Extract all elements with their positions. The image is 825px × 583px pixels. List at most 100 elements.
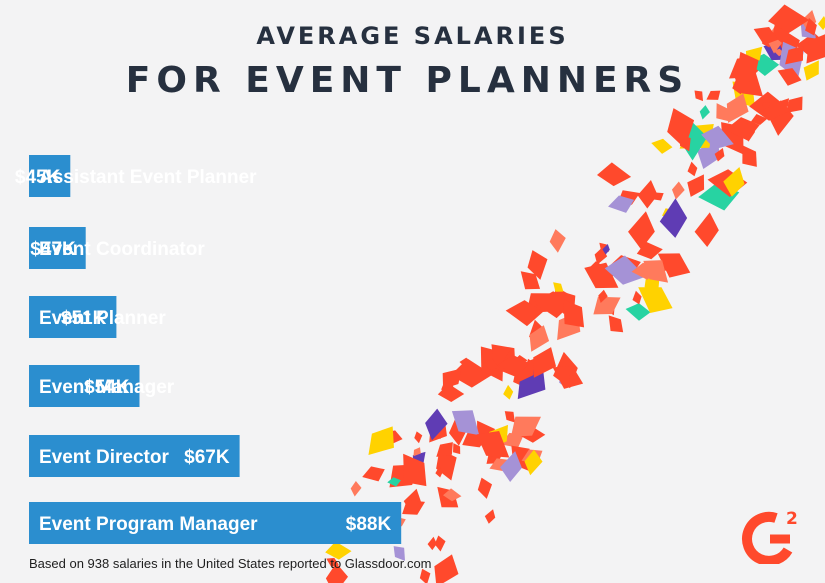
confetti-piece: [779, 98, 790, 110]
confetti-piece: [737, 51, 759, 85]
confetti-piece: [602, 243, 610, 255]
confetti-piece: [413, 447, 421, 457]
confetti-piece: [325, 541, 352, 560]
confetti-piece: [425, 408, 448, 441]
confetti-piece: [584, 262, 619, 289]
confetti-piece: [741, 121, 756, 142]
confetti-piece: [437, 486, 459, 508]
confetti-piece: [637, 179, 658, 209]
confetti-piece: [504, 411, 515, 423]
g2-logo: 2: [742, 509, 798, 564]
confetti-piece: [714, 147, 725, 162]
confetti-piece: [476, 431, 510, 458]
confetti-piece: [437, 383, 465, 403]
confetti-piece: [419, 568, 431, 583]
confetti-piece: [687, 161, 698, 177]
confetti-piece: [350, 481, 362, 497]
bar: [29, 435, 240, 477]
confetti-piece: [549, 229, 566, 253]
bar: [29, 365, 140, 407]
confetti-piece: [742, 145, 757, 167]
confetti-piece: [608, 195, 635, 213]
confetti-piece: [533, 291, 573, 319]
confetti-piece: [453, 443, 461, 455]
confetti-piece: [643, 260, 669, 283]
confetti-piece: [777, 68, 802, 86]
source-footnote: Based on 938 salaries in the United Stat…: [29, 556, 432, 571]
confetti-piece: [651, 192, 664, 201]
confetti-piece: [749, 91, 791, 121]
chart-title-line2: FOR EVENT PLANNERS: [125, 60, 690, 101]
confetti-piece: [436, 442, 453, 457]
confetti-piece: [484, 509, 496, 524]
confetti-piece: [500, 451, 522, 482]
confetti-piece: [442, 368, 462, 389]
confetti-piece: [753, 26, 779, 45]
bar-category-label: Assistant Event Planner: [39, 167, 257, 188]
confetti-decoration: [325, 4, 825, 583]
confetti-piece: [436, 449, 457, 481]
confetti-piece: [450, 358, 493, 388]
confetti-piece: [451, 410, 480, 436]
confetti-piece: [805, 17, 817, 36]
confetti-piece: [732, 69, 763, 97]
bar: [29, 502, 402, 544]
confetti-piece: [761, 102, 771, 110]
confetti-piece: [503, 384, 514, 400]
confetti-piece: [393, 546, 406, 561]
confetti-piece: [434, 535, 446, 552]
bar-category-label: Event Director: [39, 447, 169, 468]
confetti-piece: [362, 466, 385, 482]
confetti-piece: [569, 374, 577, 385]
bar-category-label: Event Manager: [39, 377, 175, 398]
confetti-piece: [659, 198, 688, 238]
confetti-piece: [785, 45, 804, 65]
confetti-piece: [628, 211, 655, 250]
bar-value-label: $45K: [15, 167, 61, 188]
confetti-piece: [638, 287, 673, 314]
confetti-piece: [387, 477, 401, 487]
confetti-piece: [694, 212, 719, 248]
confetti-piece: [326, 557, 339, 568]
confetti-piece: [806, 32, 825, 64]
confetti-piece: [671, 181, 685, 200]
confetti-piece: [596, 162, 632, 187]
confetti-piece: [716, 103, 729, 122]
confetti-piece: [625, 303, 651, 321]
confetti-piece: [427, 536, 437, 551]
confetti-piece: [726, 93, 749, 123]
confetti-piece: [434, 554, 459, 583]
confetti-piece: [598, 289, 608, 303]
confetti-piece: [552, 366, 584, 389]
confetti-piece: [803, 60, 819, 81]
confetti-piece: [667, 108, 695, 149]
confetti-piece: [443, 488, 462, 502]
confetti-piece: [402, 499, 426, 515]
confetti-piece: [483, 358, 500, 371]
svg-text:2: 2: [786, 509, 798, 529]
confetti-piece: [459, 357, 474, 368]
confetti-piece: [563, 299, 585, 328]
confetti-piece: [477, 477, 493, 499]
confetti-piece: [500, 432, 524, 448]
confetti-piece: [699, 105, 710, 120]
confetti-piece: [414, 431, 423, 444]
bar-category-label: Event Coordinator: [39, 239, 205, 260]
chart-title-line1: AVERAGE SALARIES: [256, 22, 569, 50]
bar-value-label: $54K: [84, 377, 130, 398]
confetti-piece: [435, 466, 444, 478]
confetti-piece: [750, 113, 768, 126]
bar-value-label: $88K: [346, 514, 392, 535]
confetti-piece: [527, 250, 548, 280]
confetti-piece: [723, 167, 745, 197]
confetti-piece: [498, 354, 530, 377]
bar-category-label: Event Program Manager: [39, 514, 258, 535]
confetti-piece: [817, 16, 825, 31]
confetti-piece: [510, 416, 541, 437]
bar-series: Assistant Event Planner$45K Event Coordin…: [15, 155, 402, 544]
confetti-piece: [768, 4, 810, 33]
confetti-piece: [657, 253, 691, 278]
confetti-piece: [553, 282, 564, 292]
confetti-piece: [593, 296, 621, 315]
confetti-piece: [403, 453, 427, 487]
